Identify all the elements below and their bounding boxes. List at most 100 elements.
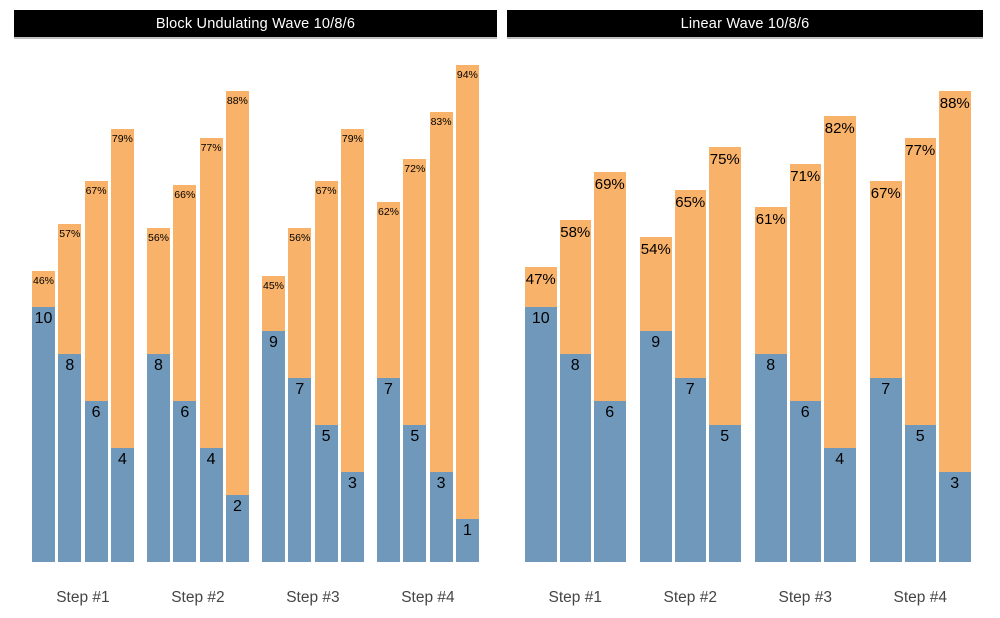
intensity-percent-label: 46% — [32, 275, 54, 288]
reps-bar-segment — [340, 471, 364, 562]
step-axis-label: Step #1 — [548, 589, 602, 606]
reps-count-label: 8 — [65, 357, 75, 374]
reps-count-label: 6 — [800, 404, 810, 421]
reps-count-label: 10 — [531, 310, 550, 327]
intensity-percent-label: 79% — [111, 133, 133, 146]
intensity-percent-label: 77% — [905, 141, 936, 159]
intensity-percent-label: 82% — [824, 120, 855, 138]
reps-count-label: 2 — [232, 498, 242, 515]
reps-bar-segment — [559, 354, 591, 562]
intensity-percent-label: 79% — [341, 133, 363, 146]
reps-bar-segment — [594, 401, 626, 562]
reps-bar-segment — [84, 401, 108, 562]
intensity-percent-label: 54% — [640, 240, 671, 258]
reps-count-label: 5 — [915, 427, 925, 445]
intensity-percent-label: 61% — [755, 210, 786, 228]
intensity-percent-label: 83% — [430, 116, 452, 129]
reps-bar-segment — [199, 448, 223, 562]
reps-bar-segment — [173, 401, 197, 562]
step-axis-label: Step #1 — [56, 589, 110, 606]
reps-count-label: 7 — [685, 380, 695, 398]
intensity-percent-label: 62% — [377, 206, 399, 219]
reps-count-label: 5 — [321, 427, 331, 445]
reps-bar-segment — [789, 401, 821, 562]
reps-bar-segment — [429, 471, 453, 562]
reps-bar-segment — [824, 448, 856, 562]
intensity-percent-label: 45% — [262, 279, 284, 292]
reps-bar-segment — [640, 330, 672, 562]
reps-bar-segment — [939, 471, 971, 562]
intensity-percent-label: 88% — [226, 94, 248, 107]
reps-bar-segment — [32, 307, 55, 562]
intensity-bar-segment — [455, 64, 479, 562]
reps-count-label: 8 — [766, 357, 776, 374]
reps-bar-segment — [314, 424, 338, 562]
intensity-percent-label: 56% — [289, 232, 311, 245]
reps-count-label: 1 — [462, 521, 472, 539]
step-axis-label: Step #3 — [778, 589, 832, 606]
intensity-percent-label: 75% — [709, 150, 740, 168]
reps-count-label: 7 — [295, 380, 305, 398]
reps-bar-segment — [58, 354, 82, 562]
step-axis-label: Step #2 — [663, 589, 717, 606]
step-axis-label: Step #4 — [893, 589, 947, 606]
reps-count-label: 6 — [605, 404, 615, 421]
reps-count-label: 3 — [950, 474, 960, 492]
reps-bar-segment — [288, 377, 312, 562]
intensity-percent-label: 69% — [594, 176, 625, 194]
intensity-percent-label: 88% — [939, 94, 970, 112]
intensity-percent-label: 67% — [315, 184, 337, 197]
reps-bar-segment — [904, 424, 936, 562]
reps-bar-segment — [870, 377, 902, 562]
reps-count-label: 4 — [206, 451, 216, 468]
reps-count-label: 8 — [154, 357, 163, 374]
reps-bar-segment — [755, 354, 787, 562]
reps-count-label: 4 — [117, 451, 127, 468]
reps-bar-segment — [262, 330, 285, 562]
step-axis-label: Step #4 — [401, 589, 455, 606]
intensity-bar-segment — [429, 112, 453, 562]
reps-count-label: 6 — [180, 404, 190, 421]
reps-count-label: 9 — [269, 333, 278, 351]
reps-count-label: 5 — [410, 427, 420, 445]
reps-bar-segment — [110, 448, 134, 562]
step-axis-label: Step #2 — [171, 589, 225, 606]
intensity-bar-segment — [225, 90, 249, 562]
reps-bar-segment — [455, 518, 479, 562]
reps-bar-segment — [674, 377, 706, 562]
intensity-percent-label: 66% — [174, 189, 196, 202]
intensity-percent-label: 67% — [870, 184, 901, 202]
reps-count-label: 9 — [651, 333, 661, 351]
intensity-percent-label: 57% — [59, 227, 81, 240]
reps-count-label: 5 — [720, 427, 730, 445]
reps-count-label: 4 — [835, 451, 845, 468]
step-axis-label: Step #3 — [286, 589, 340, 606]
intensity-percent-label: 65% — [675, 193, 706, 211]
intensity-percent-label: 47% — [525, 270, 556, 288]
reps-count-label: 7 — [881, 380, 891, 398]
reps-count-label: 7 — [384, 380, 393, 398]
intensity-bar-segment — [340, 129, 364, 562]
reps-bar-segment — [525, 307, 557, 562]
reps-count-label: 6 — [91, 404, 101, 421]
reps-count-label: 3 — [347, 474, 357, 492]
reps-bar-segment — [403, 424, 427, 562]
intensity-percent-label: 58% — [560, 223, 591, 241]
reps-bar-segment — [709, 424, 741, 562]
intensity-percent-label: 77% — [200, 141, 222, 154]
chart-title-block-undulating: Block Undulating Wave 10/8/6 — [14, 10, 497, 37]
intensity-percent-label: 94% — [456, 68, 478, 81]
reps-count-label: 3 — [436, 474, 446, 492]
reps-bar-segment — [377, 377, 400, 562]
chart-title-linear-wave: Linear Wave 10/8/6 — [507, 10, 983, 37]
intensity-percent-label: 71% — [790, 167, 821, 185]
reps-count-label: 8 — [570, 357, 580, 374]
intensity-percent-label: 67% — [85, 184, 107, 197]
intensity-percent-label: 72% — [404, 163, 426, 176]
reps-bar-segment — [147, 354, 170, 562]
reps-bar-segment — [225, 495, 249, 562]
intensity-percent-label: 56% — [147, 232, 169, 245]
